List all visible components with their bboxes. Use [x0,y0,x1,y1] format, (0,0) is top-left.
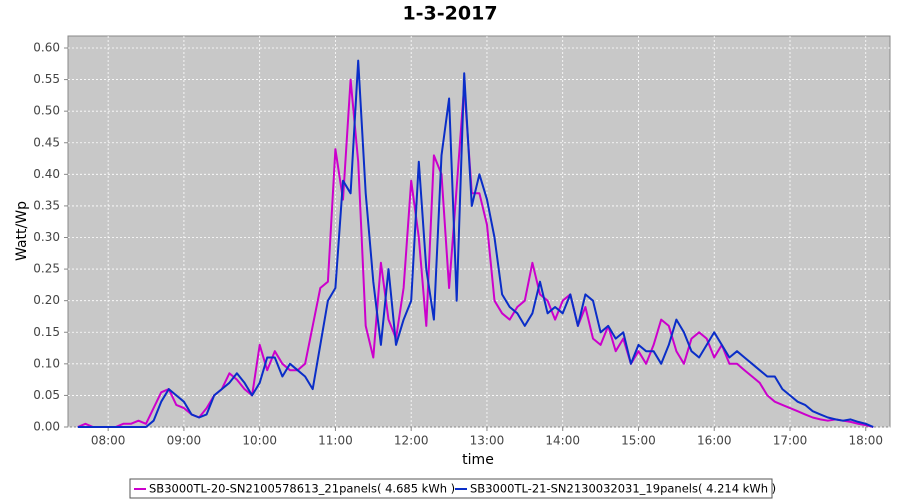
y-tick-label: 0.35 [33,198,60,212]
y-tick-label: 0.10 [33,356,60,370]
y-tick-label: 0.55 [33,72,60,86]
y-tick-label: 0.45 [33,135,60,149]
x-tick-label: 14:00 [545,434,580,448]
plot-area [67,35,891,428]
x-tick-label: 16:00 [697,434,732,448]
y-tick-label: 0.00 [33,420,60,434]
y-tick-label: 0.60 [33,41,60,55]
y-tick-label: 0.20 [33,293,60,307]
x-tick-label: 13:00 [470,434,505,448]
x-tick-label: 11:00 [318,434,353,448]
y-tick-label: 0.30 [33,230,60,244]
x-tick-label: 08:00 [91,434,126,448]
x-tick-label: 17:00 [773,434,808,448]
x-tick-label: 12:00 [394,434,429,448]
legend-label: SB3000TL-21-SN2130032031_19panels( 4.214… [470,482,776,496]
x-tick-label: 15:00 [621,434,656,448]
y-tick-label: 0.50 [33,104,60,118]
y-tick-label: 0.15 [33,325,60,339]
legend-box [129,478,773,499]
y-tick-label: 0.25 [33,262,60,276]
y-tick-label: 0.05 [33,388,60,402]
y-tick-label: 0.40 [33,167,60,181]
x-tick-label: 09:00 [167,434,202,448]
x-tick-label: 18:00 [848,434,883,448]
x-tick-label: 10:00 [242,434,277,448]
x-axis-label: time [462,452,494,468]
series-line [77,59,874,428]
y-axis-label: Watt/Wp [14,201,30,261]
legend-label: SB3000TL-20-SN2100578613_21panels( 4.685… [149,482,455,496]
chart-title: 1-3-2017 [402,3,497,25]
